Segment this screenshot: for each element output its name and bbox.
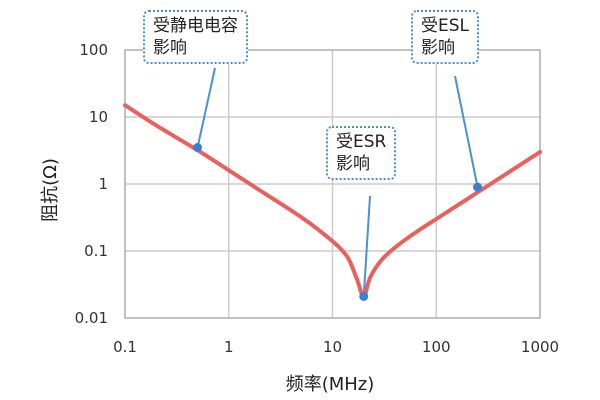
y-tick-label: 10 xyxy=(89,108,108,126)
callout-leaders xyxy=(196,67,479,297)
annotation-markers xyxy=(193,143,483,301)
y-axis-ticks: 100 10 1 0.1 0.01 xyxy=(75,41,108,327)
x-tick-label: 1000 xyxy=(521,338,559,356)
y-tick-label: 0.1 xyxy=(84,242,108,260)
leader-line-capacitance xyxy=(196,67,216,148)
callout-esl: 受ESL 影响 xyxy=(411,10,480,64)
x-tick-label: 0.1 xyxy=(113,338,137,356)
callout-esl-line1: 受ESL xyxy=(421,16,470,36)
y-tick-label: 0.01 xyxy=(75,309,108,327)
y-tick-label: 1 xyxy=(98,175,108,193)
callout-esr-line2: 影响 xyxy=(336,154,370,174)
callout-capacitance-line1: 受静电电容 xyxy=(153,16,238,36)
marker-esl xyxy=(473,182,483,192)
plot-border xyxy=(124,49,541,319)
callout-capacitance-line2: 影响 xyxy=(153,38,187,58)
leader-line-esl xyxy=(454,75,479,188)
callout-esr-line1: 受ESR xyxy=(336,132,387,152)
y-tick-label: 100 xyxy=(79,41,108,59)
plot-area xyxy=(124,49,541,319)
y-axis-title: 阻抗(Ω) xyxy=(40,158,61,222)
x-tick-label: 1 xyxy=(224,338,234,356)
x-axis-title: 频率(MHz) xyxy=(286,374,375,395)
callout-esl-line2: 影响 xyxy=(421,38,455,58)
callout-esr: 受ESR 影响 xyxy=(326,126,397,180)
x-axis-ticks: 0.1 1 10 100 1000 xyxy=(113,338,559,356)
callout-capacitance: 受静电电容 影响 xyxy=(143,10,248,64)
marker-esr xyxy=(359,291,369,301)
x-tick-label: 100 xyxy=(422,338,451,356)
leader-line-esr xyxy=(362,195,371,297)
marker-capacitance xyxy=(193,143,203,153)
x-tick-label: 10 xyxy=(323,338,342,356)
